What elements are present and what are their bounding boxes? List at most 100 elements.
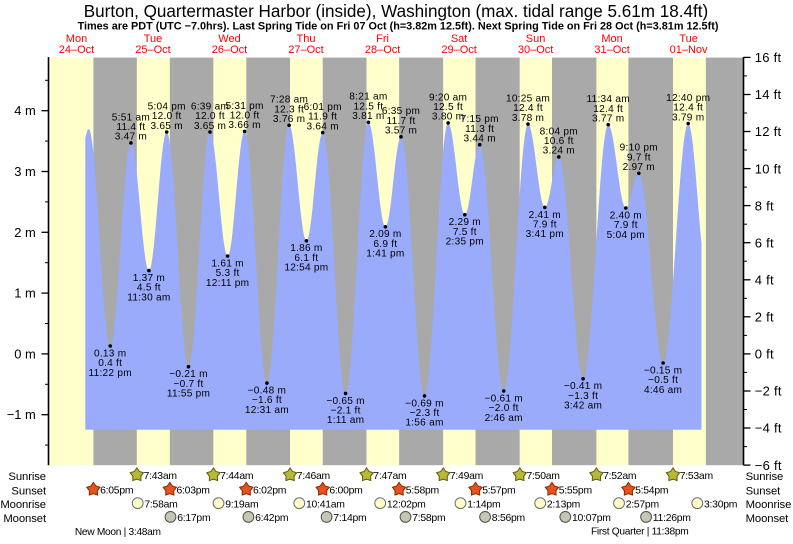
svg-text:−0.41 m: −0.41 m — [564, 381, 603, 392]
svg-text:7:49am: 7:49am — [450, 471, 483, 482]
svg-text:4.5 ft: 4.5 ft — [137, 283, 161, 294]
svg-text:7:58am: 7:58am — [144, 499, 177, 510]
svg-text:12:40 pm: 12:40 pm — [666, 93, 710, 104]
svg-text:12:31 am: 12:31 am — [245, 405, 289, 416]
svg-text:2.97 m: 2.97 m — [623, 162, 655, 173]
svg-text:3 m: 3 m — [14, 164, 36, 179]
svg-text:2:46 am: 2:46 am — [485, 413, 523, 424]
svg-text:−2 ft: −2 ft — [755, 384, 782, 399]
svg-text:−2.0 ft: −2.0 ft — [489, 403, 519, 414]
svg-text:9.7 ft: 9.7 ft — [627, 152, 651, 163]
svg-text:12.0 ft: 12.0 ft — [195, 111, 225, 122]
svg-text:7:52am: 7:52am — [603, 471, 636, 482]
svg-text:Tue: Tue — [679, 33, 698, 45]
svg-text:0 ft: 0 ft — [755, 347, 774, 362]
svg-text:7:43am: 7:43am — [144, 471, 177, 482]
svg-text:11.4 ft: 11.4 ft — [116, 122, 145, 133]
svg-text:Tue: Tue — [144, 33, 163, 45]
svg-text:1:14pm: 1:14pm — [467, 499, 500, 510]
svg-text:Sunset: Sunset — [11, 485, 47, 497]
svg-text:10:07pm: 10:07pm — [572, 513, 611, 524]
svg-text:12:54 pm: 12:54 pm — [284, 263, 328, 274]
svg-text:12:02pm: 12:02pm — [387, 499, 426, 510]
svg-text:4 ft: 4 ft — [755, 273, 774, 288]
svg-text:Moonrise: Moonrise — [746, 499, 792, 511]
svg-text:Times are PDT (UTC −7.0hrs). L: Times are PDT (UTC −7.0hrs). Last Spring… — [78, 21, 719, 33]
svg-text:1.61 m: 1.61 m — [211, 258, 243, 269]
svg-text:01–Nov: 01–Nov — [670, 44, 708, 56]
svg-text:3.77 m: 3.77 m — [592, 114, 624, 125]
svg-text:3:30pm: 3:30pm — [704, 499, 737, 510]
svg-text:8 ft: 8 ft — [755, 198, 774, 213]
svg-text:Sunrise: Sunrise — [746, 471, 784, 483]
svg-text:1.86 m: 1.86 m — [290, 243, 322, 254]
svg-text:9:19am: 9:19am — [225, 499, 258, 510]
svg-text:0.4 ft: 0.4 ft — [98, 358, 122, 369]
svg-text:3.66 m: 3.66 m — [228, 120, 260, 131]
svg-text:7:50am: 7:50am — [527, 471, 560, 482]
svg-text:Thu: Thu — [297, 33, 316, 45]
svg-text:12.0 ft: 12.0 ft — [230, 111, 260, 122]
svg-text:8:56pm: 8:56pm — [492, 513, 525, 524]
svg-text:3.80 m: 3.80 m — [432, 112, 464, 123]
svg-text:3.44 m: 3.44 m — [464, 134, 496, 145]
svg-text:2 m: 2 m — [14, 225, 36, 240]
svg-text:12:11 pm: 12:11 pm — [206, 278, 249, 289]
svg-text:12.3 ft: 12.3 ft — [274, 104, 304, 115]
svg-text:6:01 pm: 6:01 pm — [304, 102, 342, 113]
svg-text:7:44am: 7:44am — [220, 471, 253, 482]
svg-text:−0.7 ft: −0.7 ft — [173, 379, 203, 390]
svg-text:3.81 m: 3.81 m — [352, 111, 384, 122]
svg-text:−0.65 m: −0.65 m — [326, 396, 365, 407]
svg-text:−0.5 ft: −0.5 ft — [648, 375, 678, 386]
svg-text:−0.15 m: −0.15 m — [644, 365, 683, 376]
svg-text:−2.3 ft: −2.3 ft — [409, 408, 439, 419]
svg-text:7:15 pm: 7:15 pm — [461, 114, 499, 125]
svg-text:6.1 ft: 6.1 ft — [294, 253, 318, 264]
svg-text:Moonset: Moonset — [3, 513, 47, 525]
svg-text:−1.3 ft: −1.3 ft — [568, 391, 598, 402]
svg-text:11.9 ft: 11.9 ft — [308, 112, 337, 123]
svg-text:6:03pm: 6:03pm — [177, 486, 210, 497]
svg-text:11:30 am: 11:30 am — [127, 292, 170, 303]
svg-text:12.5 ft: 12.5 ft — [433, 102, 463, 113]
svg-text:6.9 ft: 6.9 ft — [373, 239, 397, 250]
svg-text:4:46 am: 4:46 am — [644, 385, 682, 396]
svg-text:Mon: Mon — [66, 33, 87, 45]
svg-text:1:56 am: 1:56 am — [405, 418, 443, 429]
svg-text:−2.1 ft: −2.1 ft — [331, 406, 361, 417]
svg-text:7:53am: 7:53am — [680, 471, 713, 482]
svg-text:4 m: 4 m — [14, 103, 36, 118]
svg-text:5:57pm: 5:57pm — [482, 486, 515, 497]
svg-text:−4 ft: −4 ft — [755, 421, 782, 436]
svg-text:Sat: Sat — [451, 33, 468, 45]
svg-text:6 ft: 6 ft — [755, 235, 774, 250]
svg-text:9:20 am: 9:20 am — [429, 92, 467, 103]
svg-text:Burton, Quartermaster Harbor (: Burton, Quartermaster Harbor (inside), W… — [84, 2, 709, 21]
svg-text:5:55pm: 5:55pm — [559, 486, 592, 497]
svg-text:12.0 ft: 12.0 ft — [152, 111, 182, 122]
svg-text:9:10 pm: 9:10 pm — [620, 143, 658, 154]
svg-text:8:04 pm: 8:04 pm — [540, 126, 578, 137]
svg-text:0 m: 0 m — [14, 346, 36, 361]
svg-text:2:13pm: 2:13pm — [547, 499, 580, 510]
svg-text:3.47 m: 3.47 m — [115, 132, 147, 143]
svg-text:Sunset: Sunset — [746, 485, 782, 497]
svg-text:−0.69 m: −0.69 m — [405, 398, 444, 409]
svg-text:10.6 ft: 10.6 ft — [544, 136, 574, 147]
svg-text:−0.48 m: −0.48 m — [248, 386, 287, 397]
svg-text:5:58pm: 5:58pm — [406, 486, 439, 497]
svg-text:5:31 pm: 5:31 pm — [225, 101, 263, 112]
svg-text:6:17pm: 6:17pm — [177, 513, 210, 524]
svg-text:10:25 am: 10:25 am — [506, 94, 550, 105]
svg-text:11:22 pm: 11:22 pm — [89, 368, 132, 379]
svg-text:3.79 m: 3.79 m — [672, 112, 704, 123]
svg-text:12.4 ft: 12.4 ft — [673, 103, 703, 114]
svg-text:11:55 pm: 11:55 pm — [167, 389, 210, 400]
svg-text:7.5 ft: 7.5 ft — [453, 227, 477, 238]
svg-text:11.7 ft: 11.7 ft — [386, 116, 415, 127]
svg-text:Mon: Mon — [601, 33, 622, 45]
svg-text:6:35 pm: 6:35 pm — [382, 106, 420, 117]
svg-text:0.13 m: 0.13 m — [94, 348, 126, 359]
svg-text:10 ft: 10 ft — [755, 161, 782, 176]
